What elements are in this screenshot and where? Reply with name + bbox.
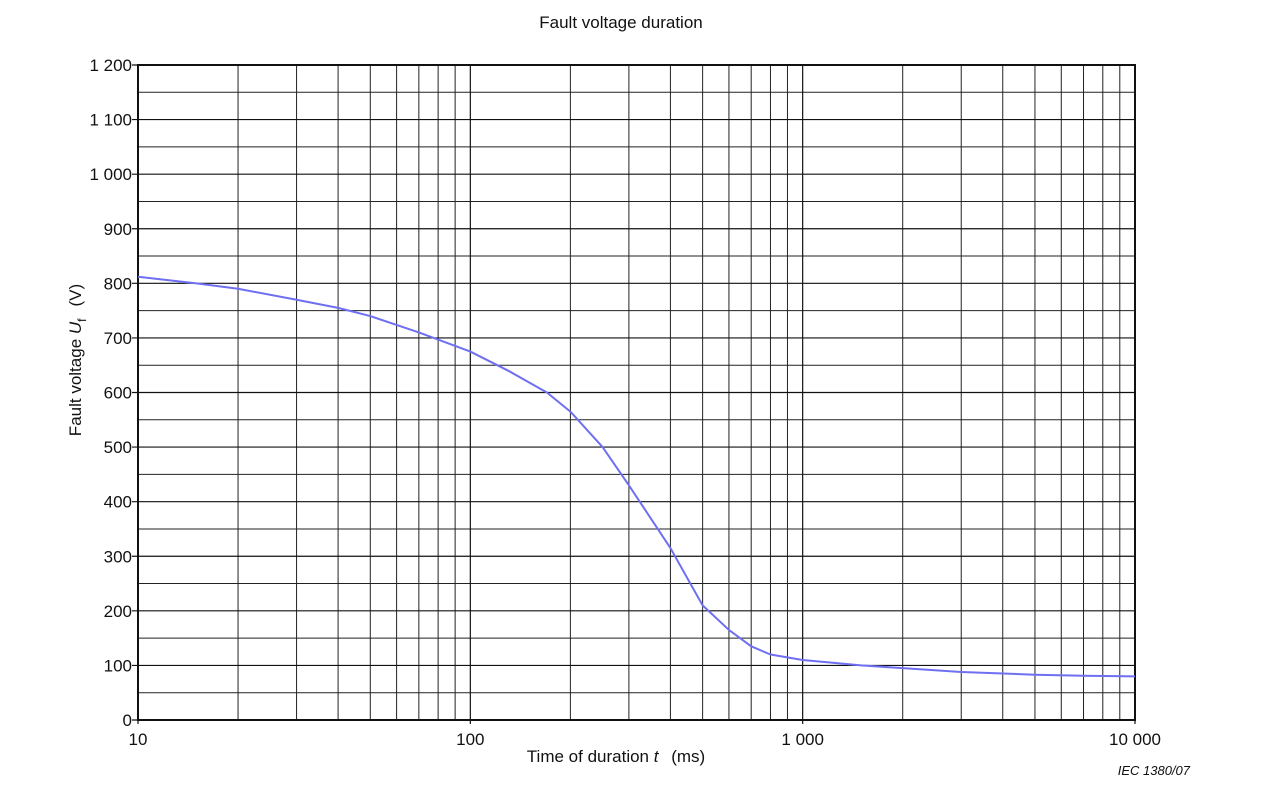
- y-label-subscript: f: [75, 318, 89, 322]
- data-line: [137, 275, 1136, 678]
- x-tick-label: 10 000: [1109, 730, 1161, 749]
- y-tick-label: 900: [104, 220, 132, 239]
- plot-frame: [137, 64, 1136, 721]
- x-axis-label: Time of duration t (ms): [527, 747, 705, 766]
- y-label-symbol: U: [66, 321, 85, 334]
- y-tick-label: 0: [123, 711, 132, 730]
- y-label-unit: (V): [66, 284, 85, 307]
- y-axis-label: Fault voltage Uf (V): [66, 284, 89, 436]
- y-tick-label: 800: [104, 274, 132, 293]
- x-label-symbol: t: [654, 747, 660, 766]
- y-tick-label: 1 100: [89, 111, 132, 130]
- y-tick-label: 400: [104, 493, 132, 512]
- x-tick-label: 10: [129, 730, 148, 749]
- x-tick-label: 1 000: [781, 730, 824, 749]
- y-tick-label: 600: [104, 384, 132, 403]
- annotation: IEC 1380/07: [1118, 763, 1191, 778]
- y-tick-label: 300: [104, 547, 132, 566]
- y-tick-label: 100: [104, 656, 132, 675]
- x-tick-label: 100: [456, 730, 484, 749]
- y-tick-label: 200: [104, 602, 132, 621]
- y-label-text: Fault voltage: [66, 339, 85, 436]
- x-label-unit: (ms): [671, 747, 705, 766]
- y-tick-label: 1 000: [89, 165, 132, 184]
- y-tick-label: 500: [104, 438, 132, 457]
- y-tick-label: 1 200: [89, 56, 132, 75]
- chart-title: Fault voltage duration: [539, 13, 703, 32]
- y-tick-label: 700: [104, 329, 132, 348]
- x-label-text: Time of duration: [527, 747, 649, 766]
